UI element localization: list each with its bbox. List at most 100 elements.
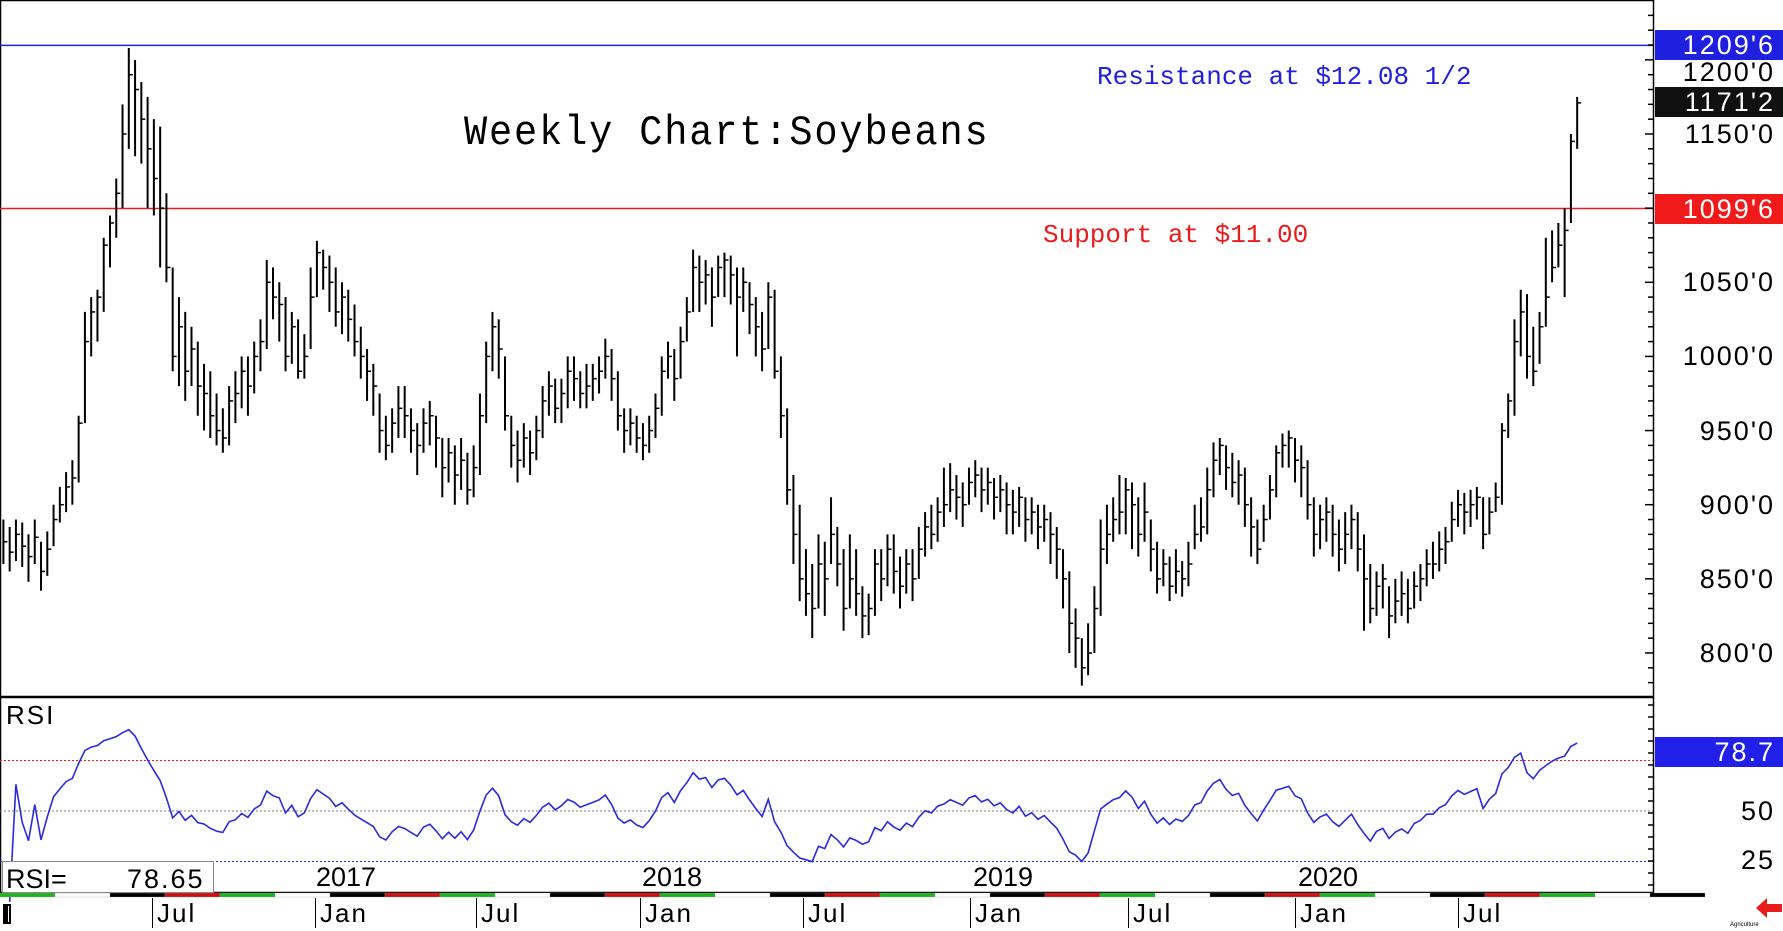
rsi-readout-value: 78.65 xyxy=(127,864,205,894)
price-bar xyxy=(773,289,779,379)
price-bar xyxy=(1030,497,1036,535)
time-strip-segment xyxy=(1649,892,1706,898)
price-bar xyxy=(1074,608,1080,668)
price-bar xyxy=(1231,452,1237,498)
price-bar xyxy=(447,437,453,483)
time-strip-segment xyxy=(384,892,441,898)
price-bar xyxy=(96,289,102,342)
price-bar xyxy=(478,393,484,476)
price-bar xyxy=(1394,578,1400,624)
price-bar xyxy=(817,534,823,609)
price-bar xyxy=(1431,541,1437,579)
axis-ticks xyxy=(1645,14,1653,886)
price-bar xyxy=(1168,556,1174,602)
price-bar xyxy=(115,178,121,238)
time-strip-segment xyxy=(494,892,551,898)
price-bar xyxy=(1388,586,1394,639)
price-bar xyxy=(435,415,441,468)
price-bar xyxy=(1250,497,1256,557)
price-bar xyxy=(510,415,516,468)
reference-lines xyxy=(0,44,1653,210)
price-bars xyxy=(2,47,1582,686)
price-bar xyxy=(579,371,585,409)
rsi-title: RSI xyxy=(6,700,56,730)
time-strip-segment xyxy=(1374,892,1431,898)
price-bar xyxy=(566,356,572,409)
price-bar xyxy=(529,430,535,476)
price-bar xyxy=(196,341,202,416)
price-bar xyxy=(83,311,89,424)
price-bar xyxy=(1569,134,1575,223)
price-bar xyxy=(234,371,240,424)
price-bar xyxy=(1350,504,1356,550)
price-bar xyxy=(961,482,967,527)
time-strip-segment xyxy=(274,892,331,898)
price-bar xyxy=(1563,208,1569,298)
time-strip-segment xyxy=(879,892,936,898)
price-bar xyxy=(1055,526,1061,579)
price-bar xyxy=(52,504,58,547)
price-bar xyxy=(209,371,215,438)
price-bar xyxy=(253,341,259,394)
support-value-box: 1099'6 xyxy=(1655,193,1783,224)
price-bar xyxy=(246,356,252,416)
price-bar xyxy=(146,96,152,209)
back-arrow-icon[interactable] xyxy=(1756,898,1782,918)
price-bar xyxy=(742,267,748,312)
month-label: Jul xyxy=(1128,898,1172,928)
price-bar xyxy=(140,82,146,164)
price-bar xyxy=(1068,571,1074,653)
time-strip-segment xyxy=(1099,892,1156,898)
price-tick-label: 1050'0 xyxy=(1682,267,1775,298)
price-bar xyxy=(1482,497,1488,550)
price-bar xyxy=(986,467,992,505)
price-bar xyxy=(1181,561,1187,597)
price-bar xyxy=(278,282,284,342)
price-bar xyxy=(1344,512,1350,565)
price-bar xyxy=(1162,549,1168,587)
price-bar xyxy=(949,463,955,513)
price-bar xyxy=(873,549,879,616)
price-tick-label: 800'0 xyxy=(1699,637,1775,668)
price-bar xyxy=(999,475,1005,513)
scroll-handle[interactable] xyxy=(3,904,11,924)
price-bar xyxy=(704,260,710,305)
price-bar xyxy=(1381,564,1387,609)
price-bar xyxy=(1281,433,1287,468)
price-bar xyxy=(792,475,798,565)
price-bar xyxy=(177,297,183,387)
price-bar xyxy=(1124,478,1130,535)
price-bar xyxy=(654,393,660,438)
price-tick-label: 950'0 xyxy=(1699,415,1775,446)
price-bar xyxy=(334,267,340,327)
price-bar xyxy=(1450,501,1456,542)
price-bar xyxy=(1557,222,1563,268)
price-bar xyxy=(1475,486,1481,520)
logo-text: Agriculture xyxy=(1730,922,1759,928)
price-bar xyxy=(924,512,930,557)
time-strip-segment xyxy=(714,892,771,898)
price-bar xyxy=(1118,475,1124,535)
price-bar xyxy=(221,408,227,453)
price-bar xyxy=(547,371,553,416)
price-bar xyxy=(315,240,321,298)
rsi-tick-25: 25 xyxy=(1740,845,1775,875)
price-bar xyxy=(1193,504,1199,550)
price-bar xyxy=(1369,564,1375,624)
price-bar xyxy=(1300,445,1306,498)
price-bar xyxy=(297,319,303,379)
price-bar xyxy=(290,311,296,364)
price-bar xyxy=(830,497,836,565)
price-bar xyxy=(698,255,704,312)
price-bar xyxy=(591,363,597,401)
price-bar xyxy=(1043,504,1049,542)
last-price-box: 1171'2 xyxy=(1655,87,1783,118)
chart-title: Weekly Chart:Soybeans xyxy=(464,109,990,157)
price-bar xyxy=(46,531,52,576)
price-bar xyxy=(240,356,246,409)
price-bar xyxy=(1526,294,1532,379)
price-bar xyxy=(629,408,635,446)
price-bar xyxy=(604,338,610,379)
price-bar xyxy=(911,549,917,602)
